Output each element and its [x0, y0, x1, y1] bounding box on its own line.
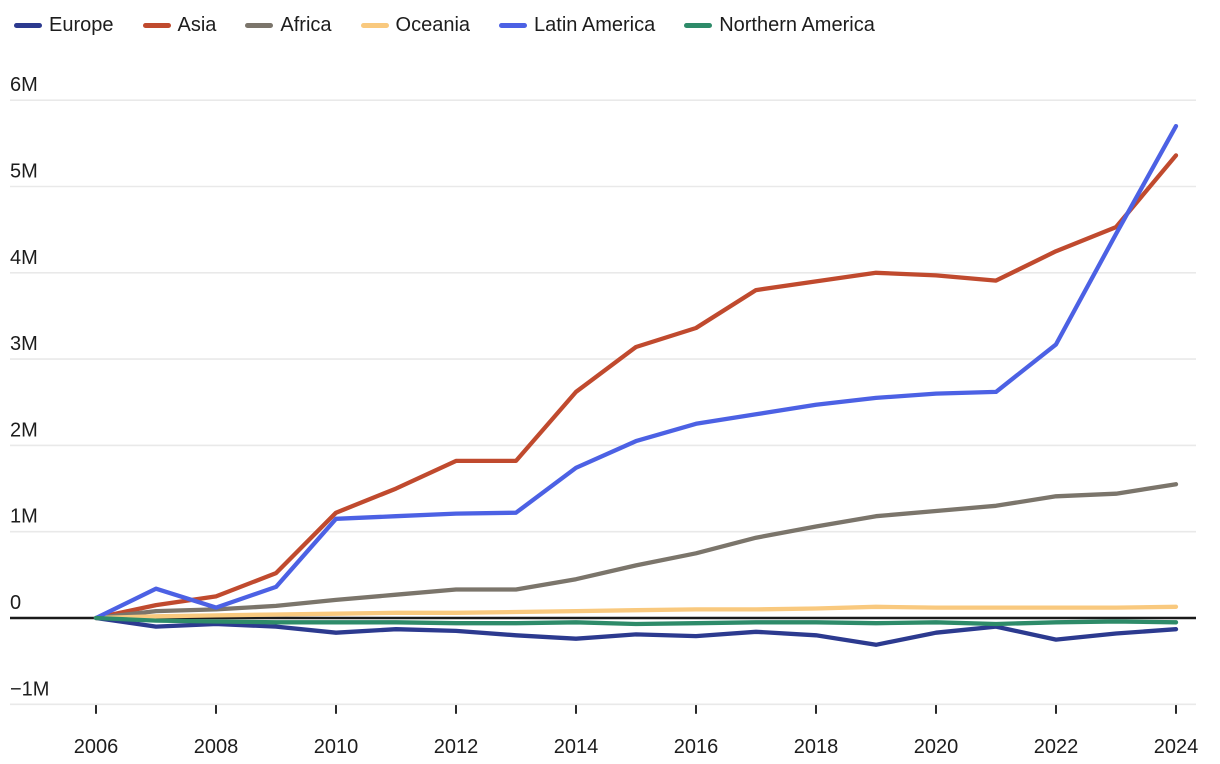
legend-label: Northern America: [719, 14, 875, 36]
series-line-latin-america: [93, 123, 1179, 621]
legend-label: Europe: [49, 14, 114, 36]
y-axis-labels: 6M 5M 4M 3M 2M 1M 0 −1M: [10, 74, 49, 700]
legend-item-northern-america: Northern America: [684, 11, 875, 39]
x-tick-label: 2024: [1154, 736, 1199, 758]
series-line-asia: [93, 153, 1179, 621]
series-line-oceania: [93, 604, 1179, 621]
x-tick-label: 2006: [74, 736, 119, 758]
y-tick-label: 3M: [10, 333, 38, 355]
series-line-northern-america: [93, 615, 1179, 627]
series-line-europe: [93, 615, 1179, 647]
y-tick-label: 2M: [10, 419, 38, 441]
y-tick-label: 1M: [10, 506, 38, 528]
y-tick-label: −1M: [10, 678, 49, 700]
gridlines: [10, 99, 1196, 706]
legend-swatch-asia: [142, 22, 171, 28]
legend-item-latin-america: Latin America: [499, 11, 655, 39]
y-tick-label: 5M: [10, 161, 38, 183]
legend-swatch-africa: [245, 22, 274, 28]
x-tick-label: 2012: [434, 736, 479, 758]
legend-item-africa: Africa: [245, 11, 332, 39]
x-tick-label: 2020: [914, 736, 959, 758]
y-tick-label: 6M: [10, 74, 38, 96]
legend-label: Asia: [177, 14, 217, 36]
x-tick-label: 2018: [794, 736, 839, 758]
legend-label: Oceania: [395, 14, 471, 36]
legend-swatch-latin-america: [499, 22, 528, 28]
x-tick-label: 2022: [1034, 736, 1079, 758]
x-axis-labels: 2006 2008 2010 2012 2014 2016 2018 2020 2022 2024: [74, 736, 1199, 758]
legend-swatch-northern-america: [684, 22, 713, 28]
legend-item-oceania: Oceania: [360, 11, 471, 39]
y-tick-label: 4M: [10, 247, 38, 269]
x-tick-label: 2008: [194, 736, 239, 758]
x-tick-label: 2010: [314, 736, 359, 758]
series-line-africa: [93, 482, 1179, 621]
legend-label: Latin America: [534, 14, 656, 36]
legend-item-asia: Asia: [142, 11, 217, 39]
x-tick-label: 2014: [554, 736, 599, 758]
x-axis-ticks: [95, 705, 1177, 714]
legend-item-europe: Europe: [14, 11, 114, 39]
legend-label: Africa: [280, 14, 332, 36]
x-tick-label: 2016: [674, 736, 719, 758]
legend: Europe Asia Africa Oceania Latin America Nort…: [14, 11, 875, 39]
y-tick-label: 0: [10, 592, 21, 614]
legend-swatch-oceania: [360, 22, 389, 28]
legend-swatch-europe: [14, 22, 42, 28]
